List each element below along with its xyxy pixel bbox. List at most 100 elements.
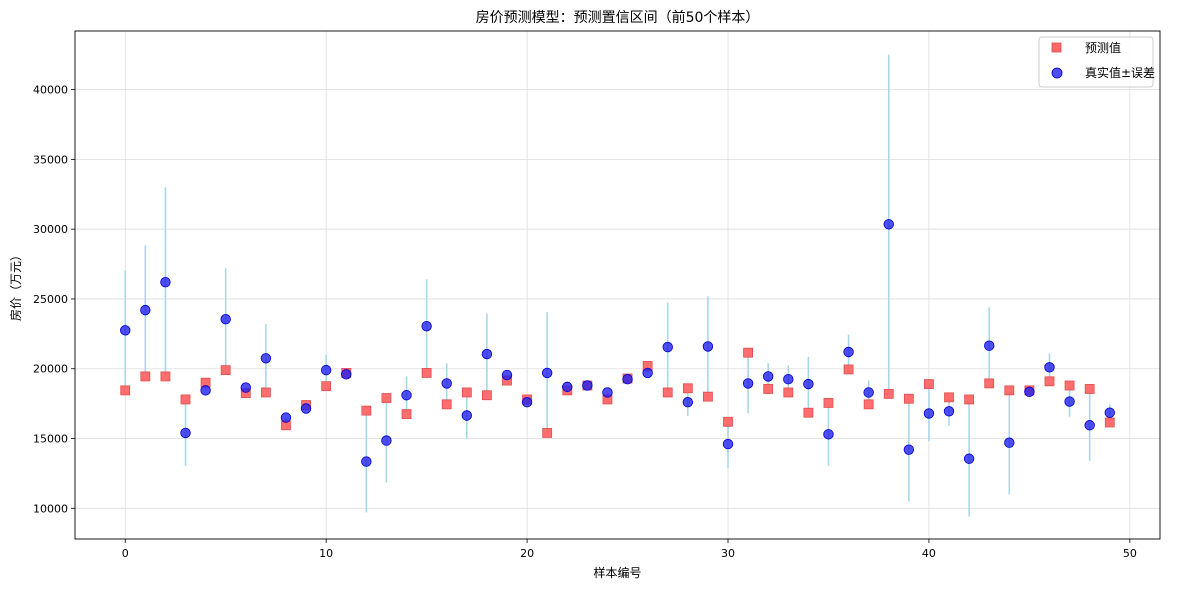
predicted-point <box>120 385 131 396</box>
predicted-point <box>1084 384 1095 394</box>
true-point <box>361 456 372 467</box>
true-point <box>622 374 633 385</box>
true-point <box>140 304 151 316</box>
predicted-point <box>843 364 854 375</box>
true-point <box>702 341 714 352</box>
true-point <box>441 378 452 389</box>
predicted-point <box>220 365 231 376</box>
predicted-point <box>461 387 472 398</box>
predicted-point <box>542 428 553 438</box>
y-tick-label: 20000 <box>33 363 68 376</box>
true-series <box>120 219 1115 467</box>
true-point <box>682 397 694 408</box>
true-point <box>803 378 814 390</box>
true-point <box>582 380 593 391</box>
predicted-point <box>803 407 814 418</box>
true-point <box>421 320 432 332</box>
true-point <box>1004 437 1015 448</box>
x-tick-label: 50 <box>1123 547 1137 560</box>
predicted-point <box>1044 376 1055 387</box>
predicted-point <box>944 392 954 403</box>
predicted-point <box>421 368 432 378</box>
predicted-point <box>763 384 774 394</box>
true-point <box>963 453 975 464</box>
true-point <box>762 371 774 382</box>
grid <box>75 31 1160 539</box>
predicted-point <box>160 371 171 382</box>
legend-marker-predicted <box>1051 42 1062 53</box>
true-point <box>260 353 272 364</box>
true-point <box>783 374 794 385</box>
true-point <box>923 408 935 419</box>
true-point <box>1044 362 1055 373</box>
true-point <box>903 444 915 455</box>
predicted-point <box>140 371 151 382</box>
predicted-point <box>662 387 673 398</box>
true-point <box>300 403 312 414</box>
true-point <box>883 219 894 230</box>
predicted-point <box>703 391 713 402</box>
x-tick-label: 0 <box>122 547 129 560</box>
true-point <box>240 382 251 393</box>
predicted-point <box>260 387 271 398</box>
x-tick-label: 20 <box>520 547 534 560</box>
true-point <box>863 387 874 398</box>
x-tick-label: 30 <box>721 547 735 560</box>
true-point <box>823 429 834 440</box>
y-axis-title: 房价（万元） <box>8 249 23 321</box>
true-point <box>1024 386 1035 397</box>
true-point <box>1064 396 1075 407</box>
true-point <box>401 390 412 401</box>
predicted-point <box>883 388 894 399</box>
predicted-point <box>783 387 794 398</box>
true-point <box>562 381 573 393</box>
predicted-point <box>924 379 934 389</box>
y-tick-label: 10000 <box>33 502 68 515</box>
true-point <box>521 397 533 408</box>
predicted-point <box>984 378 995 389</box>
true-point <box>160 277 171 288</box>
y-tick-label: 35000 <box>33 153 68 166</box>
true-point <box>341 369 352 380</box>
chart-title: 房价预测模型：预测置信区间（前50个样本） <box>476 9 760 26</box>
true-point <box>662 341 673 353</box>
predicted-point <box>823 398 834 408</box>
true-point <box>200 385 211 396</box>
plot-frame <box>74 30 1161 540</box>
predicted-point <box>441 399 452 410</box>
true-point <box>642 367 653 379</box>
true-point <box>220 313 231 325</box>
y-tick-label: 30000 <box>33 223 68 236</box>
true-point <box>1084 420 1095 431</box>
legend-box <box>1038 36 1154 88</box>
x-axis-ticks: 0 10 20 30 40 50 <box>122 539 1137 560</box>
y-axis-ticks: 10000 15000 20000 25000 30000 35000 40000 <box>33 84 75 515</box>
error-bars <box>124 54 1111 517</box>
legend: 预测值 真实值±误差 <box>1038 36 1155 88</box>
predicted-point <box>321 381 332 392</box>
true-point <box>381 435 392 446</box>
predicted-point <box>863 399 874 410</box>
true-point <box>602 387 613 398</box>
true-point <box>843 346 854 358</box>
predicted-point <box>401 409 412 419</box>
true-point <box>541 367 553 379</box>
predicted-point <box>903 393 914 404</box>
legend-marker-true <box>1051 67 1063 79</box>
legend-label-true: 真实值±误差 <box>1085 65 1155 80</box>
true-point <box>1104 407 1115 418</box>
x-axis-title: 样本编号 <box>593 565 641 580</box>
true-point <box>280 412 292 423</box>
true-point <box>461 410 473 421</box>
predicted-point <box>743 347 754 358</box>
predicted-point <box>964 394 975 405</box>
x-tick-label: 10 <box>319 547 333 560</box>
predicted-point <box>381 393 392 403</box>
true-point <box>984 340 995 351</box>
y-tick-label: 40000 <box>33 84 68 97</box>
legend-label-predicted: 预测值 <box>1085 40 1121 55</box>
predicted-point <box>682 383 693 394</box>
y-tick-label: 25000 <box>33 293 68 306</box>
true-point <box>501 369 513 381</box>
predicted-point <box>723 416 733 427</box>
